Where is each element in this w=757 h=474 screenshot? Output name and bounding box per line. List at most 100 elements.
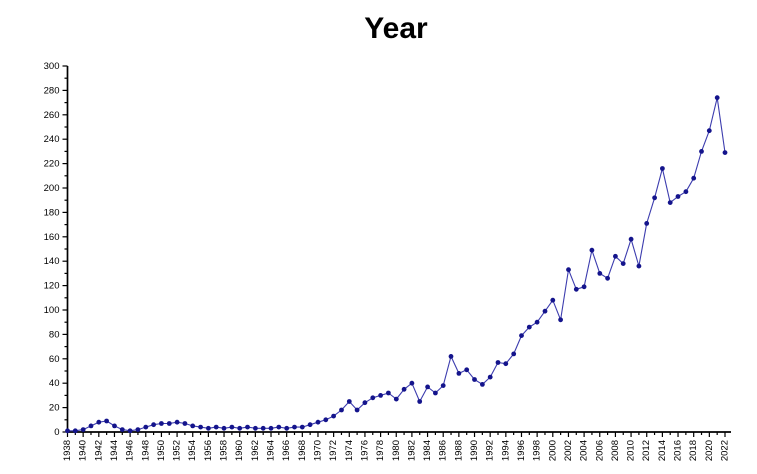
y-axis: 0 20 40 60 80 100 120 140 160 180 200 220 240 260 280 3… (44, 61, 69, 438)
data-point (198, 424, 204, 430)
data-point (346, 399, 352, 404)
data-point (706, 128, 712, 134)
data-point (276, 424, 282, 430)
x-tick-label: 1970 (312, 440, 323, 461)
data-point (417, 399, 423, 404)
y-tick-label: 0 (54, 427, 59, 438)
x-tick-label: 1946 (125, 440, 136, 461)
x-tick-label: 1944 (109, 440, 120, 461)
y-tick-label: 20 (49, 403, 60, 414)
series-line (67, 97, 726, 432)
x-tick-label: 1972 (328, 440, 339, 461)
data-point (174, 419, 180, 425)
data-point (472, 377, 477, 382)
data-point (221, 425, 227, 431)
x-tick-label: 1966 (281, 440, 292, 461)
data-point (96, 419, 102, 425)
x-tick-label: 2016 (673, 440, 684, 461)
x-tick-label: 1968 (297, 440, 308, 461)
data-point (683, 189, 689, 195)
data-point (268, 425, 274, 431)
data-point (370, 395, 376, 401)
data-point (159, 421, 164, 426)
x-tick-label: 1964 (266, 440, 277, 461)
data-point (143, 424, 149, 430)
x-tick-label: 2002 (563, 440, 574, 461)
x-tick-label: 2008 (610, 440, 621, 461)
y-tick-label: 260 (44, 110, 60, 121)
data-point (667, 200, 673, 206)
data-point (315, 419, 321, 425)
data-point (206, 425, 211, 431)
data-point (620, 261, 626, 266)
data-point (628, 236, 634, 242)
data-point (675, 194, 681, 199)
data-point (440, 383, 446, 388)
data-point (644, 221, 650, 226)
x-tick-label: 1960 (234, 440, 245, 461)
data-point (573, 286, 579, 292)
y-tick-label: 80 (49, 329, 60, 340)
data-point (80, 427, 86, 432)
x-tick-label: 1980 (391, 440, 402, 461)
x-tick-label: 1984 (422, 440, 433, 461)
x-tick-label: 2020 (704, 440, 715, 461)
data-point (284, 425, 290, 431)
data-point (448, 354, 454, 359)
y-tick-label: 200 (44, 183, 60, 194)
data-point (151, 422, 157, 428)
data-point (88, 423, 94, 429)
data-point (362, 400, 368, 406)
x-tick-label: 1938 (62, 440, 73, 461)
data-point (605, 275, 610, 281)
x-tick-label: 1986 (438, 440, 449, 461)
y-tick-label: 240 (44, 134, 60, 145)
data-point (433, 390, 438, 396)
x-tick-label: 2012 (641, 440, 652, 461)
data-point (237, 425, 243, 431)
x-tick-label: 1978 (375, 440, 386, 461)
data-point (699, 149, 704, 154)
data-point (691, 175, 697, 181)
y-tick-label: 280 (44, 85, 60, 96)
data-point (519, 333, 524, 338)
x-tick-label: 1950 (156, 440, 167, 461)
data-point (190, 423, 196, 429)
x-tick-label: 1976 (359, 440, 370, 461)
data-point (714, 95, 720, 101)
data-point (566, 267, 571, 273)
x-tick-label: 2006 (594, 440, 605, 461)
x-tick-label: 1996 (516, 440, 527, 461)
data-point (119, 427, 125, 432)
x-tick-label: 1962 (250, 440, 261, 461)
y-tick-label: 160 (44, 232, 60, 243)
data-point (636, 263, 642, 269)
x-axis: 1938 1940 1942 1944 1946 1948 1950 1952 1954 1956… (62, 431, 731, 461)
x-tick-label: 2014 (657, 440, 668, 461)
x-tick-label: 2010 (626, 440, 637, 461)
x-tick-label: 2000 (547, 440, 558, 461)
data-point (526, 324, 532, 330)
data-point (323, 417, 329, 423)
data-point (480, 382, 485, 387)
data-point (339, 407, 344, 413)
data-point (613, 253, 618, 259)
data-point (65, 428, 70, 434)
x-tick-label: 1990 (469, 440, 480, 461)
x-tick-label: 1940 (78, 440, 89, 461)
x-tick-label: 1998 (532, 440, 543, 461)
data-point (127, 428, 133, 434)
x-tick-label: 2018 (688, 440, 699, 461)
y-tick-label: 40 (49, 378, 60, 389)
data-point (331, 413, 336, 419)
x-tick-label: 1992 (485, 440, 496, 461)
y-tick-label: 300 (44, 61, 60, 72)
x-tick-label: 1942 (93, 440, 104, 461)
data-point (393, 396, 399, 402)
x-tick-label: 1958 (219, 440, 230, 461)
y-tick-label: 60 (49, 354, 60, 365)
y-tick-label: 120 (44, 281, 60, 292)
data-point (213, 424, 219, 430)
data-point (534, 319, 540, 325)
